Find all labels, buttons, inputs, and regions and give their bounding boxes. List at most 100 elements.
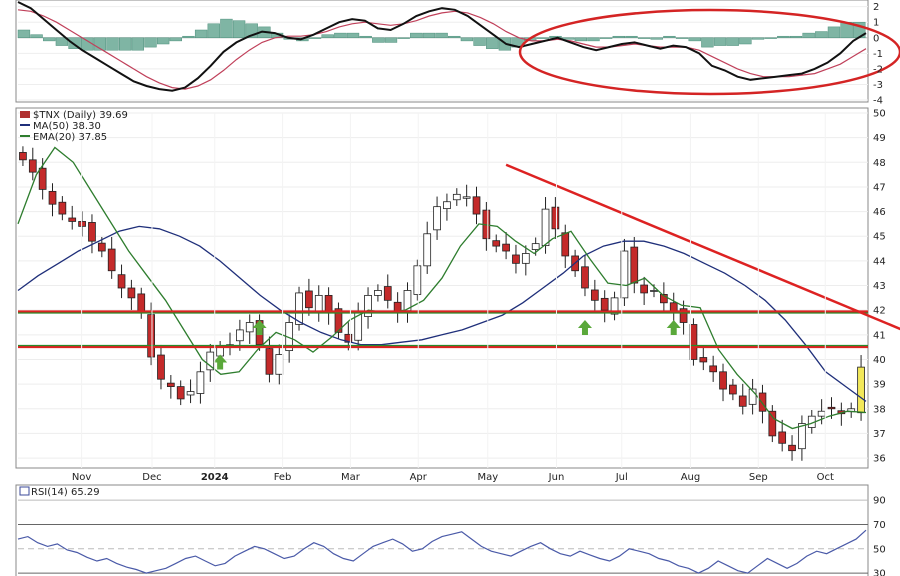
macd-histogram-bar — [245, 23, 258, 39]
macd-histogram-bar — [536, 37, 550, 39]
x-tick-label: Nov — [72, 472, 92, 483]
macd-histogram-bar — [43, 37, 56, 42]
macd-histogram-bar — [827, 26, 841, 39]
macd-panel — [15, 0, 869, 103]
candle-body — [788, 444, 796, 452]
candle-body — [531, 243, 540, 250]
price-y-tick-label: 37 — [873, 429, 886, 440]
candle-body — [600, 297, 609, 311]
candle-body — [709, 365, 718, 373]
rsi-title: RSI(14) 65.29 — [31, 487, 100, 498]
candle-body — [334, 308, 343, 333]
x-tick-label: Oct — [817, 472, 834, 483]
up-arrow-icon — [252, 320, 267, 336]
candle-body — [521, 253, 530, 264]
macd-histogram-bar — [815, 31, 828, 39]
macd-histogram-bar — [751, 37, 765, 40]
candle-body — [186, 391, 195, 396]
ema20-legend: EMA(20) 37.85 — [33, 132, 107, 143]
ma50-line — [17, 225, 867, 402]
price-y-tick-label: 44 — [873, 256, 886, 267]
macd-y-tick-label: 0 — [873, 33, 879, 44]
price-y-tick-label: 40 — [873, 355, 886, 366]
rsi-legend: RSI(14) 65.29 — [19, 486, 100, 498]
candle-body — [462, 196, 471, 199]
macd-histogram-bar — [675, 37, 689, 39]
price-y-tick-label: 47 — [873, 182, 886, 193]
price-y-tick-label: 41 — [873, 330, 886, 341]
candle-body — [58, 201, 67, 215]
candle-body — [364, 294, 372, 317]
macd-histogram-bar — [739, 37, 752, 45]
macd-line — [17, 1, 867, 92]
moving-average-lines — [17, 146, 867, 430]
candle-body — [305, 290, 313, 309]
x-tick-label: Jul — [615, 472, 628, 483]
macd-histogram-bar — [119, 37, 132, 51]
x-tick-label: Sep — [749, 472, 768, 483]
candle-body — [97, 242, 106, 252]
candle-body — [48, 190, 57, 205]
macd-histogram-bar — [460, 37, 474, 42]
price-y-tick-label: 42 — [873, 306, 886, 317]
macd-histogram-bar — [688, 37, 701, 42]
candle-body — [660, 294, 668, 304]
candle-body — [630, 246, 639, 284]
candle-body — [551, 206, 560, 230]
x-tick-label: Mar — [341, 472, 361, 483]
candle-body — [68, 217, 77, 222]
rsi-panel — [15, 484, 869, 576]
x-tick-label: 2024 — [201, 472, 229, 483]
candle-body — [206, 351, 215, 371]
macd-y-tick-label: -2 — [873, 64, 883, 75]
candle-body — [265, 348, 274, 375]
macd-histogram-bar — [220, 18, 233, 39]
rsi-y-tick-label: 50 — [873, 544, 886, 555]
candle-body — [28, 159, 37, 173]
macd-histogram-bar — [486, 37, 499, 49]
candle-body — [590, 289, 599, 301]
candle-body — [758, 392, 767, 412]
candle-body — [314, 294, 323, 313]
candle-body — [699, 357, 708, 363]
x-axis-ticks: Nov Dec 2024 Feb Mar Apr May Jun Jul Aug Sep Oct — [72, 113, 834, 483]
macd-histogram-bar — [410, 32, 423, 39]
candle-body — [689, 324, 698, 360]
candle-body — [88, 222, 96, 242]
candle-body — [768, 410, 777, 437]
candle-body — [492, 240, 501, 247]
candle-body — [383, 286, 392, 301]
macd-gridlines — [18, 6, 868, 101]
candle-body — [452, 193, 461, 201]
macd-histogram-bar — [144, 37, 157, 48]
candle-body — [719, 371, 727, 390]
candle-body — [19, 152, 27, 161]
candle-body — [38, 167, 47, 190]
candle-body — [738, 395, 747, 407]
macd-histogram-bar — [713, 37, 727, 46]
macd-y-tick-label: -3 — [873, 80, 883, 91]
macd-histogram-bar — [663, 35, 676, 39]
up-arrow-icon — [213, 354, 228, 370]
macd-histogram-bar — [473, 37, 486, 46]
y-axis-ticks: 2 1 0 -1 -2 -3 -4 50 49 48 47 46 45 44 43 42 41 40 39 38 37 3… — [873, 2, 886, 576]
price-title: $TNX (Daily) 39.69 — [33, 110, 128, 121]
candle-body — [650, 290, 658, 292]
macd-histogram-bar — [156, 37, 170, 45]
macd-histogram-bar — [30, 34, 43, 39]
macd-histogram-bar — [599, 37, 613, 39]
macd-histogram-bar — [422, 32, 436, 39]
macd-histogram-bar — [346, 32, 360, 39]
price-title-swatch — [20, 111, 30, 118]
candle-body — [610, 297, 619, 315]
candle-body — [827, 406, 836, 410]
price-y-tick-label: 46 — [873, 207, 886, 218]
x-tick-label: May — [477, 472, 498, 483]
x-tick-label: Jun — [548, 472, 565, 483]
macd-histogram-bar — [726, 37, 739, 46]
rsi-y-tick-label: 70 — [873, 520, 886, 531]
candle-body — [166, 382, 175, 387]
price-y-tick-label: 50 — [873, 109, 886, 120]
candle-body — [374, 290, 382, 296]
